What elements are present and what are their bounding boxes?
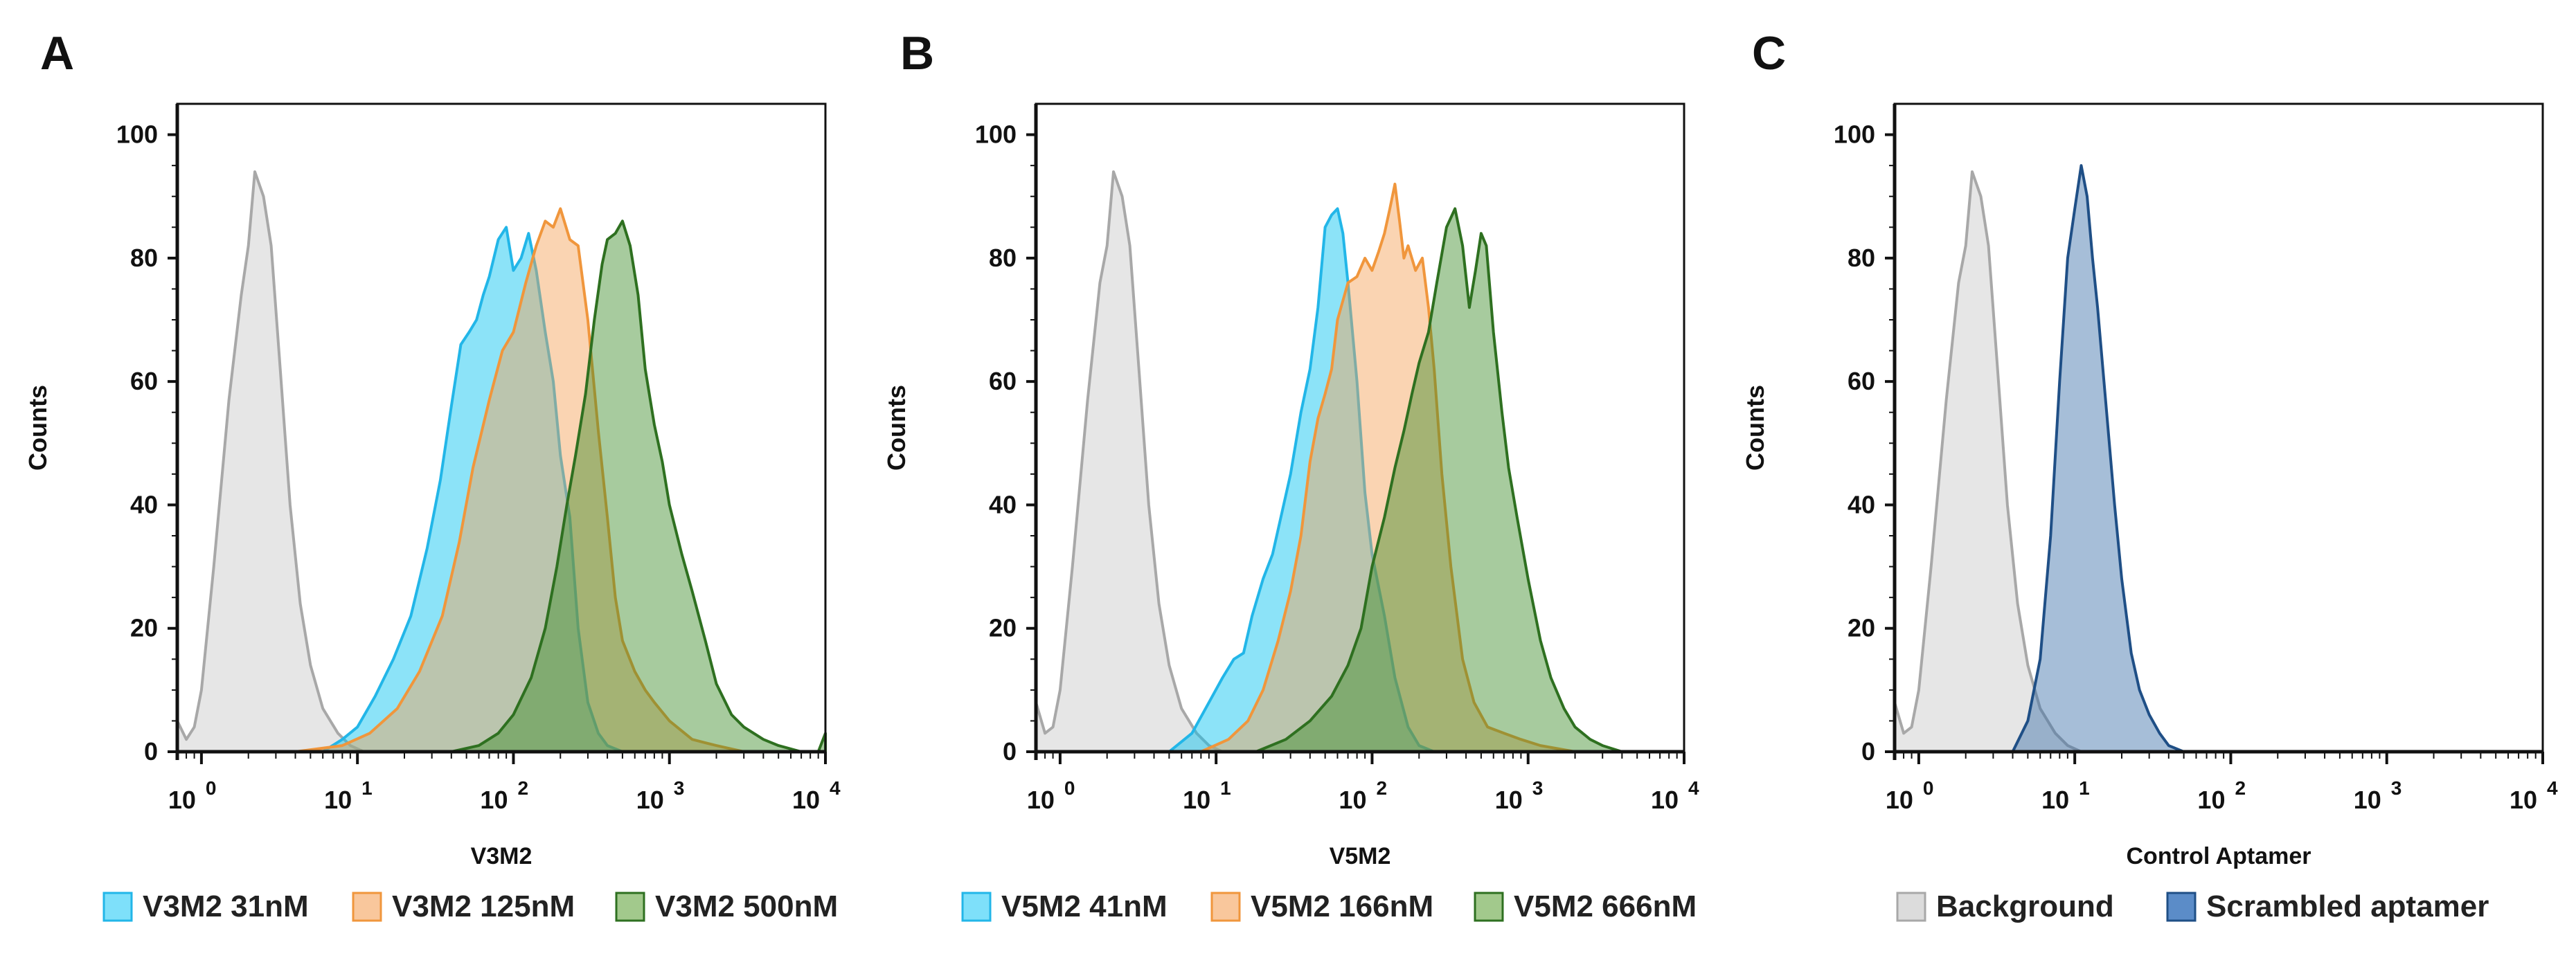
- x-tick-label-exponent: 2: [517, 777, 528, 799]
- x-tick-label-exponent: 2: [1376, 777, 1387, 799]
- x-axis-label: Control Aptamer: [2127, 843, 2311, 869]
- x-tick-label-exponent: 1: [361, 777, 373, 799]
- x-tick-label-base: 10: [1651, 786, 1679, 814]
- x-tick-label-base: 10: [1339, 786, 1366, 814]
- legend-label: V3M2 500nM: [655, 889, 838, 923]
- legend-swatch: [1896, 892, 1926, 922]
- x-tick-label-base: 10: [1495, 786, 1523, 814]
- x-tick-label-exponent: 0: [1923, 777, 1934, 799]
- y-tick-label: 100: [975, 120, 1017, 149]
- series-area-background: [1035, 170, 1224, 753]
- x-tick-label-base: 10: [168, 786, 196, 814]
- x-tick-label-base: 10: [324, 786, 352, 814]
- x-tick-label-base: 10: [1886, 786, 1913, 814]
- series-area-background: [1893, 170, 2083, 753]
- x-tick-label-base: 10: [1183, 786, 1210, 814]
- legend-swatch: [961, 892, 992, 922]
- legend-swatch: [615, 892, 645, 922]
- y-tick-label: 100: [1834, 120, 1875, 149]
- x-tick-label-exponent: 4: [830, 777, 841, 799]
- series-area-v5m2-166nm: [1199, 182, 1577, 753]
- x-tick-label-base: 10: [1027, 786, 1055, 814]
- x-tick-label-exponent: 4: [1688, 777, 1699, 799]
- x-tick-label-exponent: 3: [1532, 777, 1544, 799]
- y-tick-label: 80: [130, 244, 158, 272]
- x-axis-label: V5M2: [1330, 843, 1391, 869]
- series-area-v5m2-41nm: [1168, 207, 1436, 753]
- series-area-v3m2-125nm: [294, 207, 746, 753]
- legend-label: V3M2 125nM: [392, 889, 575, 923]
- x-tick-label-exponent: 0: [206, 777, 217, 799]
- legend-label: V5M2 666nM: [1514, 889, 1697, 923]
- y-tick-label: 0: [1003, 737, 1017, 766]
- y-tick-label: 40: [130, 490, 158, 518]
- legend-label: V3M2 31nM: [143, 889, 309, 923]
- y-tick-label: 0: [1861, 737, 1875, 766]
- x-tick-label-exponent: 3: [2391, 777, 2402, 799]
- x-tick-label-base: 10: [636, 786, 664, 814]
- legend: Background Scrambled aptamer: [1896, 889, 2489, 923]
- legend-swatch: [102, 892, 133, 922]
- y-tick-label: 80: [1848, 244, 1875, 272]
- x-tick-label-base: 10: [792, 786, 820, 814]
- series-area-scrambled-aptamer: [2011, 164, 2185, 753]
- x-tick-label-exponent: 0: [1064, 777, 1075, 799]
- panel-letter: B: [900, 27, 934, 80]
- y-axis-label: Counts: [24, 385, 52, 471]
- y-tick-label: 20: [130, 614, 158, 642]
- series-area-v5m2-666nm: [1254, 207, 1624, 753]
- legend-swatch: [1210, 892, 1241, 922]
- y-tick-label: 80: [989, 244, 1017, 272]
- legend-swatch: [2166, 892, 2197, 922]
- x-tick-label-base: 10: [2197, 786, 2225, 814]
- x-tick-label-base: 10: [2354, 786, 2381, 814]
- y-tick-label: 20: [989, 614, 1017, 642]
- y-axis-label: Counts: [882, 385, 911, 471]
- y-tick-label: 100: [116, 120, 158, 149]
- x-tick-label-base: 10: [480, 786, 508, 814]
- legend-swatch: [352, 892, 382, 922]
- legend-label: Background: [1936, 889, 2114, 923]
- x-tick-label-exponent: 1: [1220, 777, 1231, 799]
- series-area-v3m2-500nm: [449, 219, 827, 753]
- y-tick-label: 60: [130, 367, 158, 395]
- y-tick-label: 20: [1848, 614, 1875, 642]
- series-area-background: [176, 170, 366, 753]
- x-tick-label-exponent: 3: [674, 777, 685, 799]
- legend: V3M2 31nM V3M2 125nM V3M2 500nM: [102, 889, 838, 923]
- y-axis-label: Counts: [1741, 385, 1769, 471]
- x-tick-label-exponent: 2: [2235, 777, 2246, 799]
- y-tick-label: 60: [989, 367, 1017, 395]
- x-axis-label: V3M2: [471, 843, 533, 869]
- x-tick-label-base: 10: [2510, 786, 2537, 814]
- x-tick-label-exponent: 1: [2079, 777, 2090, 799]
- y-tick-label: 0: [144, 737, 158, 766]
- legend-label: V5M2 41nM: [1001, 889, 1168, 923]
- legend-label: V5M2 166nM: [1251, 889, 1433, 923]
- legend-swatch: [1474, 892, 1504, 922]
- legend: V5M2 41nM V5M2 166nM V5M2 666nM: [961, 889, 1697, 923]
- panel-letter: C: [1752, 27, 1786, 80]
- legend-label: Scrambled aptamer: [2206, 889, 2489, 923]
- panel-letter: A: [40, 27, 74, 80]
- y-tick-label: 60: [1848, 367, 1875, 395]
- x-tick-label-exponent: 4: [2547, 777, 2558, 799]
- y-tick-label: 40: [1848, 490, 1875, 518]
- x-tick-label-base: 10: [2041, 786, 2069, 814]
- y-tick-label: 40: [989, 490, 1017, 518]
